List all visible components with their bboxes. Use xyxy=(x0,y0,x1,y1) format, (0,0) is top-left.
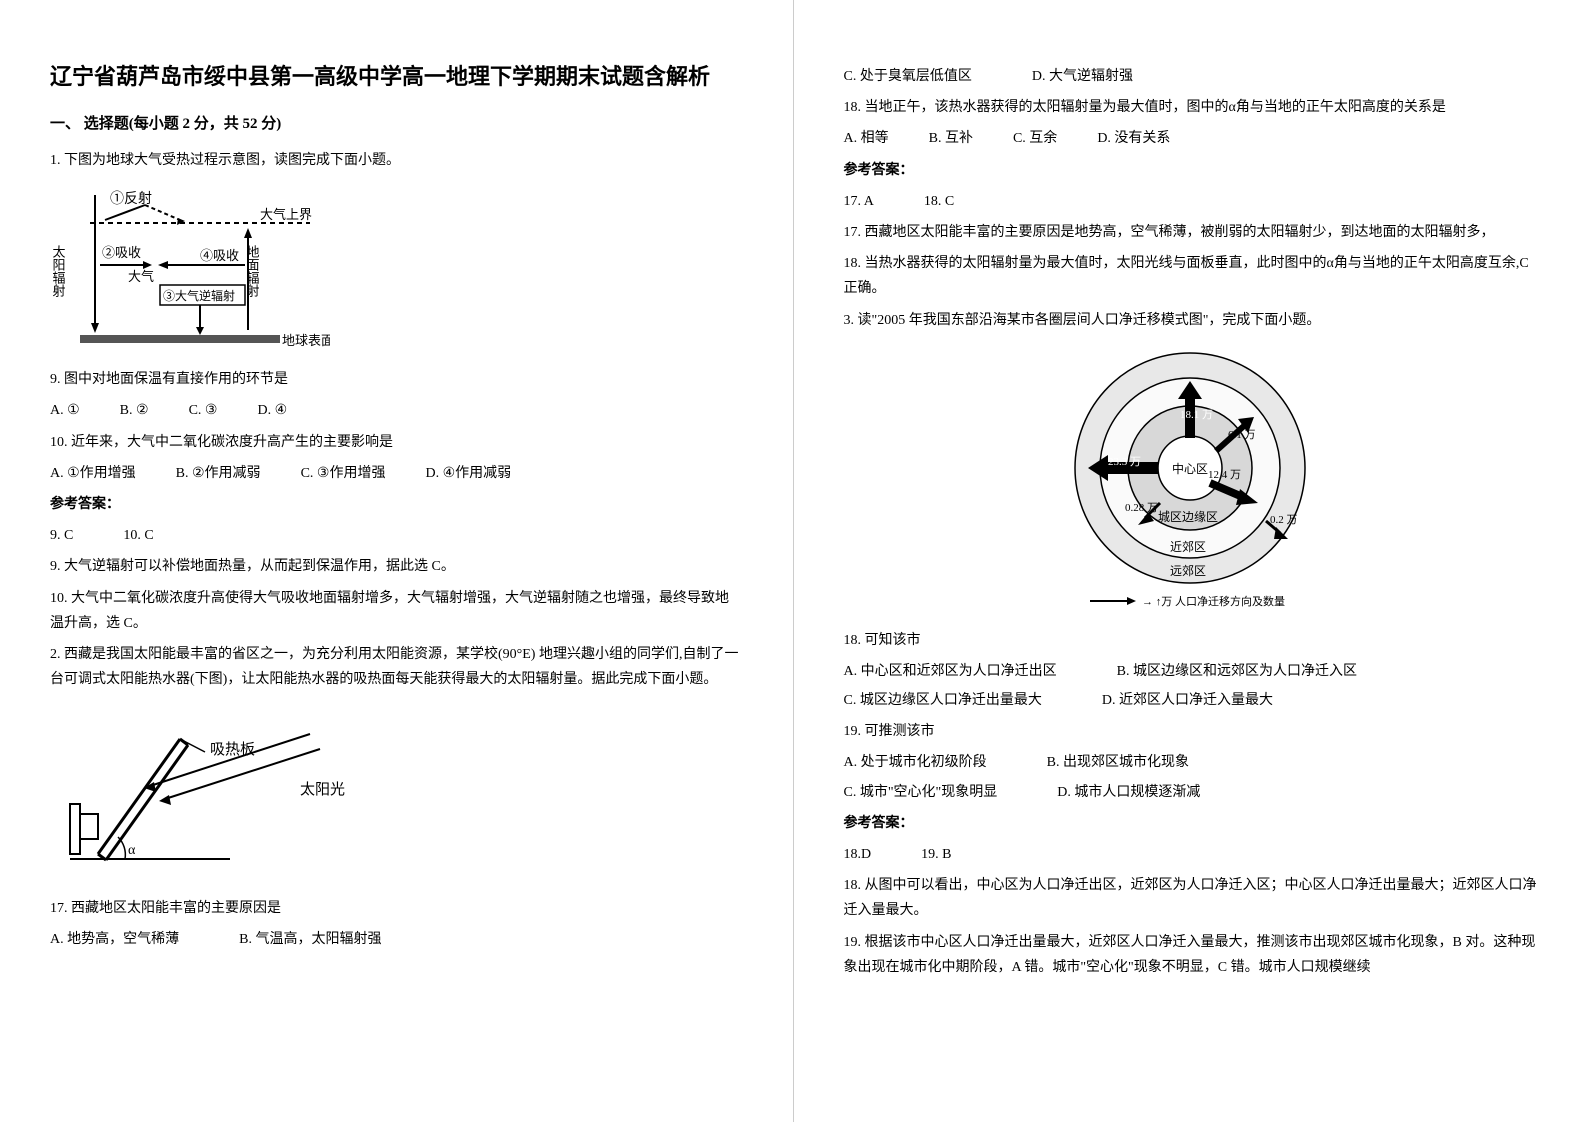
v181: 18.1 万 xyxy=(1180,409,1213,421)
q18b-a: A. 中心区和近郊区为人口净迁出区 xyxy=(844,659,1057,684)
q18-stem: 18. 当地正午，该热水器获得的太阳辐射量为最大值时，图中的α角与当地的正午太阳… xyxy=(844,95,1538,120)
q18b-choices-row2: C. 城区边缘区人口净迁出量最大 D. 近郊区人口净迁入量最大 xyxy=(844,688,1538,713)
solar-heater-diagram: 吸热板 太阳光 α xyxy=(50,704,743,884)
q9-a: A. ① xyxy=(50,398,80,423)
ans17: 17. A xyxy=(844,189,874,214)
q18b-d: D. 近郊区人口净迁入量最大 xyxy=(1102,688,1273,713)
exp19b: 19. 根据该市中心区人口净迁出量最大，近郊区人口净迁入量最大，推测该市出现郊区… xyxy=(844,930,1538,980)
migration-diagram: 中心区 城区边缘区 近郊区 远郊区 18.1 万 6.1 万 23.3 万 12… xyxy=(844,343,1538,618)
ref-answer-heading: 参考答案： xyxy=(50,492,743,517)
q9-b: B. ② xyxy=(120,398,149,423)
q18-a: A. 相等 xyxy=(844,126,889,151)
q19-a: A. 处于城市化初级阶段 xyxy=(844,750,987,775)
ans-1718: 17. A 18. C xyxy=(844,189,1538,214)
q19-choices-row1: A. 处于城市化初级阶段 B. 出现郊区城市化现象 xyxy=(844,750,1538,775)
q10-c: C. ③作用增强 xyxy=(301,461,386,486)
solar-label: 太阳辐射 xyxy=(51,245,66,297)
right-column: C. 处于臭氧层低值区 D. 大气逆辐射强 18. 当地正午，该热水器获得的太阳… xyxy=(794,0,1587,1122)
q18-d: D. 没有关系 xyxy=(1097,126,1170,151)
center-label: 中心区 xyxy=(1172,461,1208,476)
exp17: 17. 西藏地区太阳能丰富的主要原因是地势高，空气稀薄，被削弱的太阳辐射少，到达… xyxy=(844,220,1538,245)
q9-choices: A. ① B. ② C. ③ D. ④ xyxy=(50,398,743,423)
far-label: 远郊区 xyxy=(1170,564,1206,578)
ans18b: 18.D xyxy=(844,842,872,867)
ground-rad-label: 地面辐射 xyxy=(245,245,260,297)
surface-label: 地球表面 xyxy=(282,333,330,348)
q2-stem: 2. 西藏是我国太阳能最丰富的省区之一，为充分利用太阳能资源，某学校(90°E)… xyxy=(50,642,743,692)
q18-choices: A. 相等 B. 互补 C. 互余 D. 没有关系 xyxy=(844,126,1538,151)
counter3-label: ③大气逆辐射 xyxy=(163,288,235,303)
v233: 23.3 万 xyxy=(1108,456,1141,468)
q17-d: D. 大气逆辐射强 xyxy=(1032,64,1133,89)
q10-a: A. ①作用增强 xyxy=(50,461,136,486)
q18b-b: B. 城区边缘区和远郊区为人口净迁入区 xyxy=(1117,659,1357,684)
exp9: 9. 大气逆辐射可以补偿地面热量，从而起到保温作用，据此选 C。 xyxy=(50,554,743,579)
ans10: 10. C xyxy=(123,523,153,548)
q9-stem: 9. 图中对地面保温有直接作用的环节是 xyxy=(50,367,743,392)
panel-label: 吸热板 xyxy=(210,740,255,758)
v61: 6.1 万 xyxy=(1228,429,1256,441)
q19-b: B. 出现郊区城市化现象 xyxy=(1047,750,1189,775)
q3-stem: 3. 读"2005 年我国东部沿海某市各圈层间人口净迁移模式图"，完成下面小题。 xyxy=(844,308,1538,333)
section-heading: 一、 选择题(每小题 2 分，共 52 分) xyxy=(50,111,743,138)
exp10: 10. 大气中二氧化碳浓度升高使得大气吸收地面辐射增多，大气辐射增强，大气逆辐射… xyxy=(50,586,743,636)
q17-choices-row1: A. 地势高，空气稀薄 B. 气温高，太阳辐射强 xyxy=(50,927,743,952)
ref-answer-heading-3: 参考答案： xyxy=(844,811,1538,836)
v02: 0.2 万 xyxy=(1270,514,1298,526)
left-column: 辽宁省葫芦岛市绥中县第一高级中学高一地理下学期期末试题含解析 一、 选择题(每小… xyxy=(0,0,794,1122)
q9-c: C. ③ xyxy=(189,398,218,423)
q18b-stem: 18. 可知该市 xyxy=(844,628,1538,653)
absorb2-label: ②吸收 xyxy=(102,245,141,260)
ref-answer-heading-2: 参考答案： xyxy=(844,158,1538,183)
atmosphere-diagram: ①反射 大气上界 太阳辐射 ②吸收 大气 ④吸收 地面辐射 ③大气逆辐射 地球表 xyxy=(50,185,743,355)
q10-b: B. ②作用减弱 xyxy=(176,461,261,486)
q19-choices-row2: C. 城市"空心化"现象明显 D. 城市人口规模逐渐减 xyxy=(844,780,1538,805)
exp18: 18. 当热水器获得的太阳辐射量为最大值时，太阳光线与面板垂直，此时图中的α角与… xyxy=(844,251,1538,301)
q17-choices-row2: C. 处于臭氧层低值区 D. 大气逆辐射强 xyxy=(844,64,1538,89)
edge-label: 城区边缘区 xyxy=(1158,510,1218,524)
q18b-choices-row1: A. 中心区和近郊区为人口净迁出区 B. 城区边缘区和远郊区为人口净迁入区 xyxy=(844,659,1538,684)
q17-c: C. 处于臭氧层低值区 xyxy=(844,64,972,89)
q18b-c: C. 城区边缘区人口净迁出量最大 xyxy=(844,688,1042,713)
ans-910: 9. C 10. C xyxy=(50,523,743,548)
ans19: 19. B xyxy=(921,842,951,867)
v124: 12.4 万 xyxy=(1208,469,1241,481)
ans9: 9. C xyxy=(50,523,73,548)
atmos-label: 大气 xyxy=(128,269,154,284)
ans18: 18. C xyxy=(924,189,954,214)
sun-label: 太阳光 xyxy=(300,781,345,798)
exp18b: 18. 从图中可以看出，中心区为人口净迁出区，近郊区为人口净迁入区；中心区人口净… xyxy=(844,873,1538,923)
q18-c: C. 互余 xyxy=(1013,126,1057,151)
v028: 0.28 万 xyxy=(1125,502,1158,514)
near-label: 近郊区 xyxy=(1170,540,1206,554)
q19-c: C. 城市"空心化"现象明显 xyxy=(844,780,998,805)
q17-b: B. 气温高，太阳辐射强 xyxy=(239,927,381,952)
ans-1819: 18.D 19. B xyxy=(844,842,1538,867)
q19-stem: 19. 可推测该市 xyxy=(844,719,1538,744)
q10-choices: A. ①作用增强 B. ②作用减弱 C. ③作用增强 D. ④作用减弱 xyxy=(50,461,743,486)
q18-b: B. 互补 xyxy=(929,126,973,151)
absorb4-label: ④吸收 xyxy=(200,248,239,263)
q1-stem: 1. 下图为地球大气受热过程示意图，读图完成下面小题。 xyxy=(50,148,743,173)
q10-stem: 10. 近年来，大气中二氧化碳浓度升高产生的主要影响是 xyxy=(50,430,743,455)
q17-a: A. 地势高，空气稀薄 xyxy=(50,927,179,952)
top-layer-label: 大气上界 xyxy=(260,207,312,222)
q10-d: D. ④作用减弱 xyxy=(425,461,511,486)
page-title: 辽宁省葫芦岛市绥中县第一高级中学高一地理下学期期末试题含解析 xyxy=(50,60,743,93)
alpha-label: α xyxy=(128,843,136,858)
q17-stem: 17. 西藏地区太阳能丰富的主要原因是 xyxy=(50,896,743,921)
q9-d: D. ④ xyxy=(257,398,287,423)
legend-label: → ↑万 人口净迁移方向及数量 xyxy=(1142,594,1285,608)
q19-d: D. 城市人口规模逐渐减 xyxy=(1057,780,1200,805)
